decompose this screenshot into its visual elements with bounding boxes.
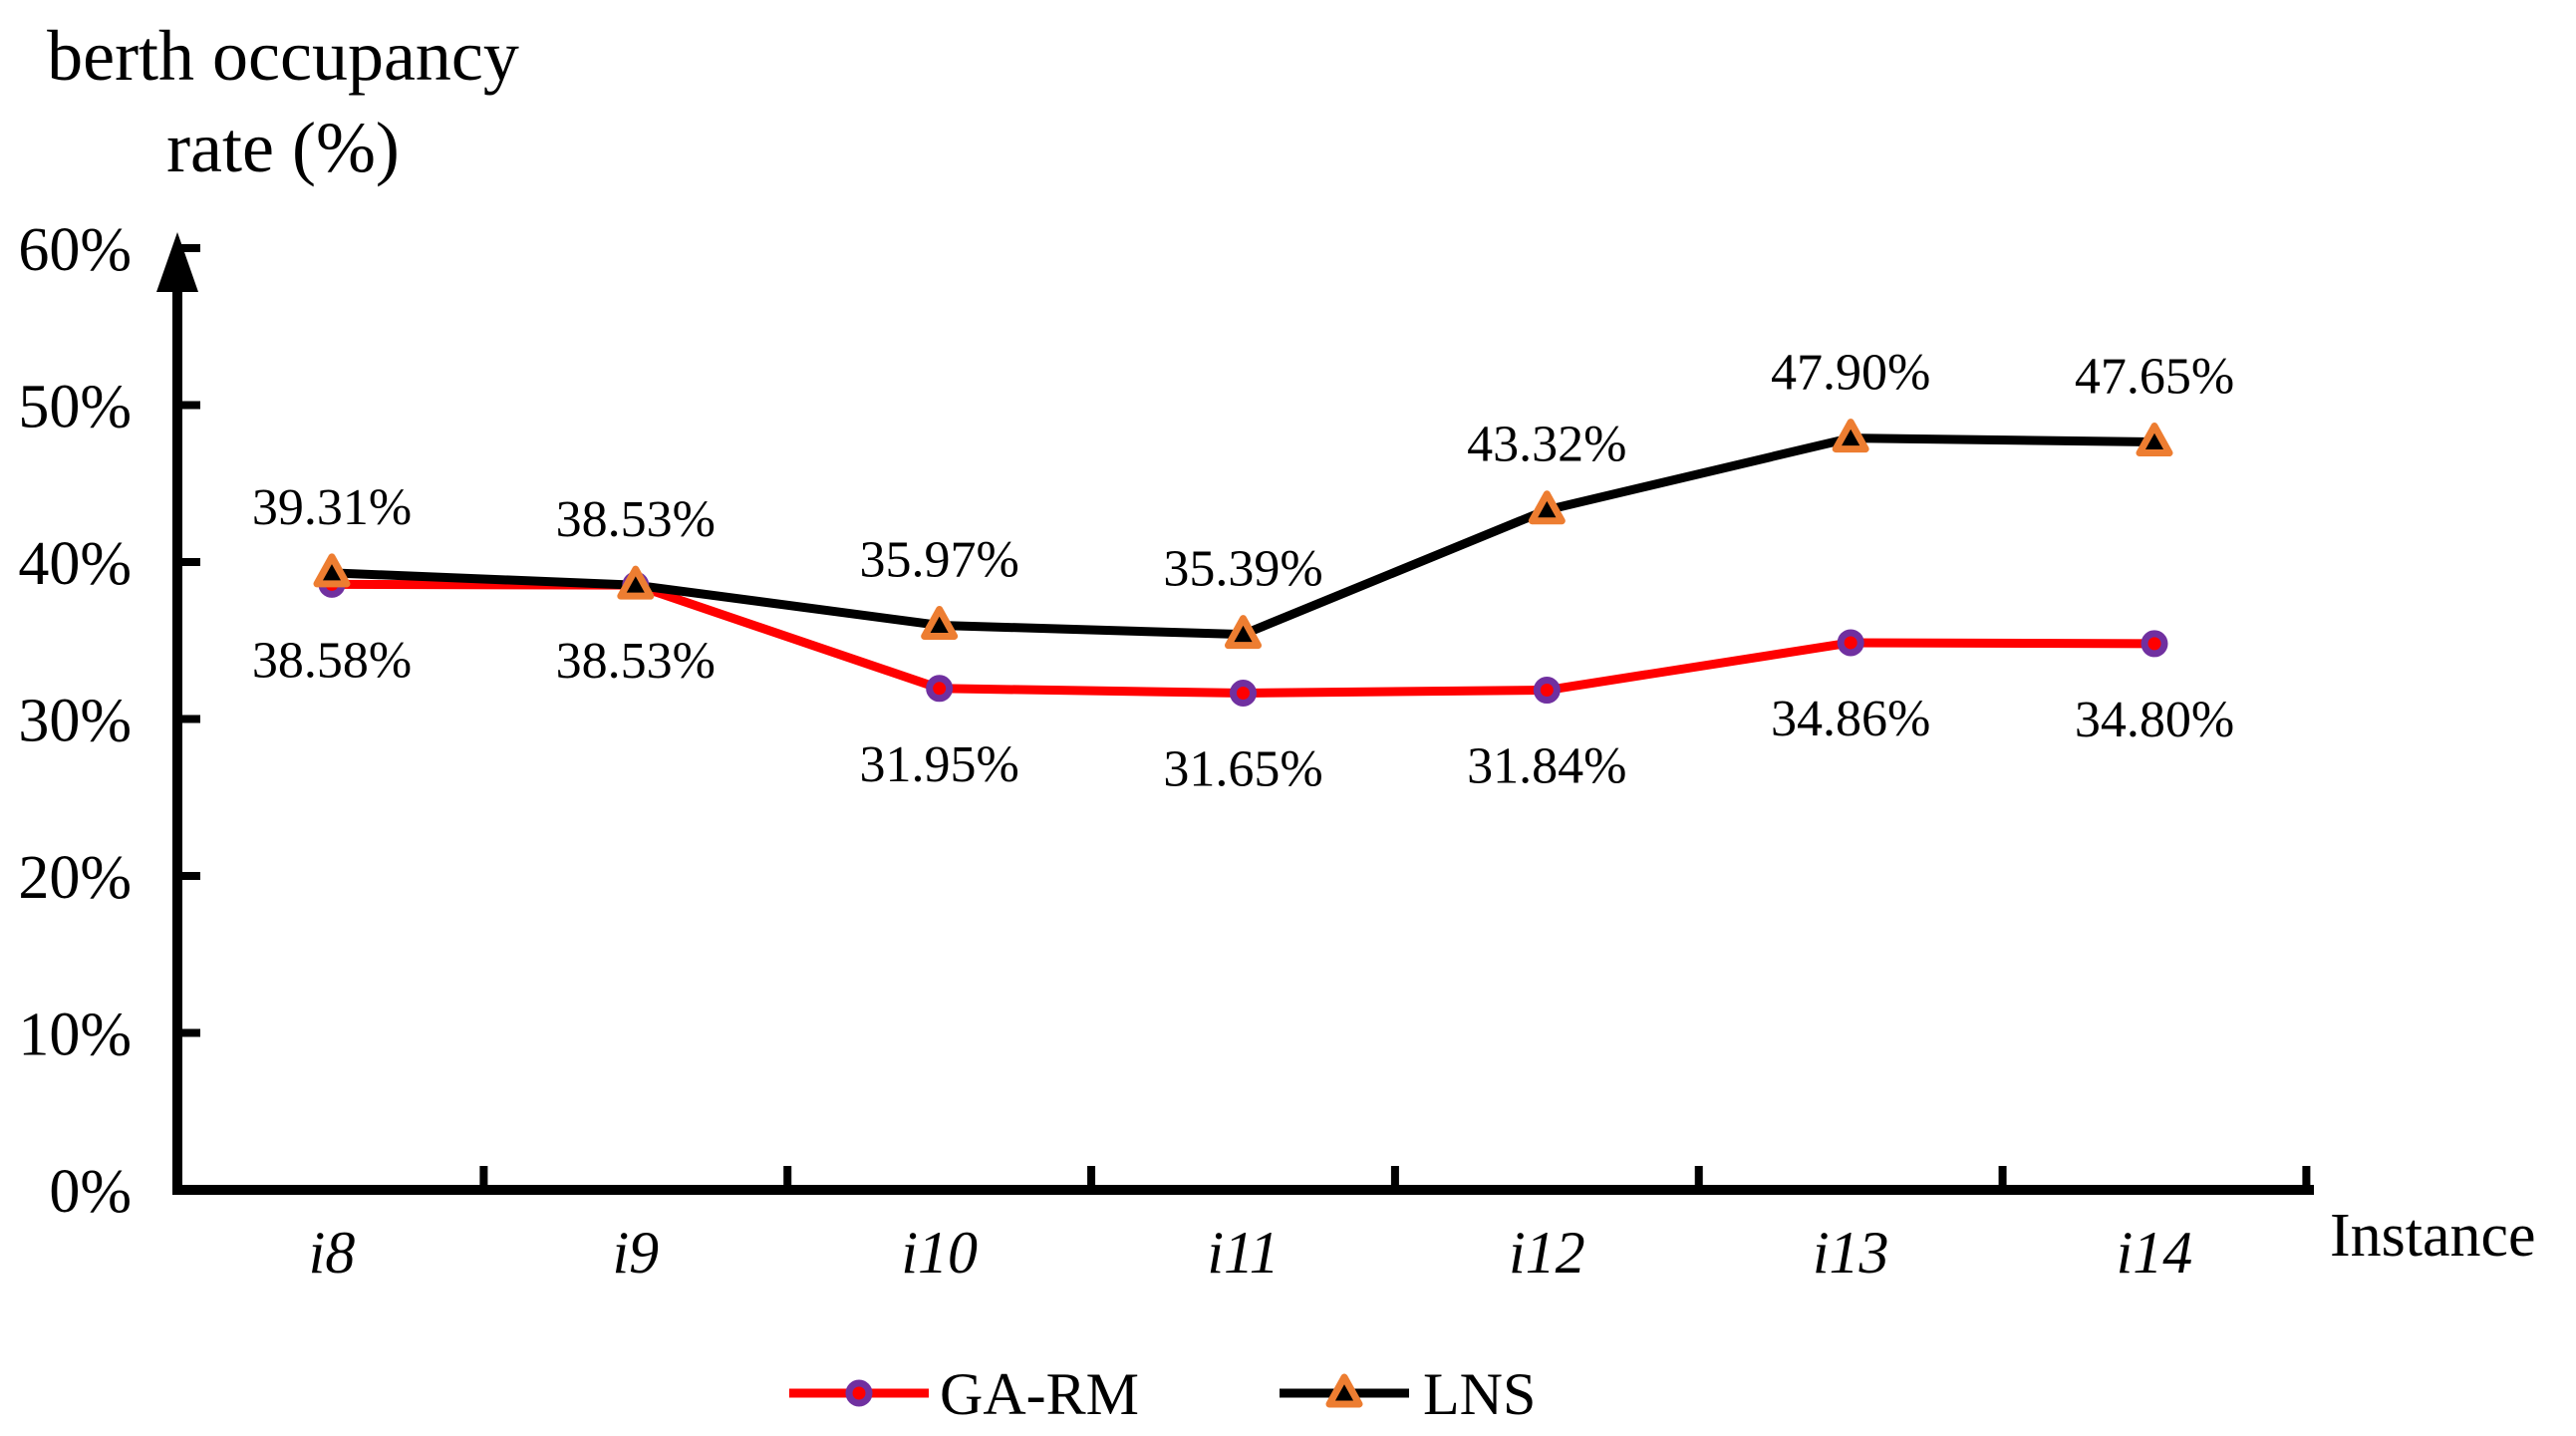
marker-circle-icon: [1229, 680, 1257, 708]
marker-triangle-icon: [617, 565, 655, 600]
marker-triangle-icon: [1832, 419, 1869, 453]
data-label-lns: 35.97%: [859, 531, 1018, 588]
y-tick-label: 50%: [18, 374, 132, 441]
marker-triangle-icon: [313, 553, 351, 588]
y-tick-label: 10%: [18, 1002, 132, 1069]
marker-circle-icon: [1837, 629, 1864, 657]
chart-title-line-2: rate (%): [166, 108, 400, 187]
marker-triangle-icon: [2136, 423, 2173, 457]
x-tick-label: i10: [901, 1220, 978, 1286]
data-label-lns: 39.31%: [252, 479, 412, 536]
data-label-ga-rm: 34.86%: [1771, 691, 1930, 747]
marker-triangle-icon: [1224, 615, 1262, 650]
data-label-lns: 38.53%: [556, 491, 716, 548]
y-tick-label: 40%: [18, 530, 132, 598]
data-label-lns: 47.65%: [2075, 349, 2234, 406]
y-tick-label: 30%: [18, 688, 132, 755]
x-tick-label: i14: [2117, 1220, 2193, 1286]
y-axis-arrow-icon: [156, 232, 198, 292]
y-tick-label: 0%: [49, 1158, 132, 1226]
data-label-ga-rm: 34.80%: [2075, 692, 2234, 748]
chart-title-line-1: berth occupancy: [47, 16, 519, 96]
data-label-lns: 35.39%: [1163, 541, 1322, 598]
marker-circle-icon: [1533, 677, 1561, 705]
data-label-ga-rm: 31.65%: [1163, 741, 1322, 798]
x-tick-label: i13: [1813, 1220, 1889, 1286]
y-tick-label: 60%: [18, 216, 132, 284]
marker-triangle-icon: [1528, 490, 1566, 525]
data-label-lns: 47.90%: [1771, 345, 1930, 402]
data-label-lns: 43.32%: [1467, 417, 1626, 473]
x-tick-label: i11: [1207, 1220, 1279, 1286]
marker-circle-icon: [2141, 630, 2168, 658]
data-label-ga-rm: 31.95%: [859, 736, 1018, 793]
x-axis-title: Instance: [2330, 1202, 2536, 1270]
data-label-ga-rm: 38.53%: [556, 633, 716, 690]
legend-marker-triangle-icon: [1325, 1373, 1363, 1408]
data-label-ga-rm: 38.58%: [252, 632, 412, 689]
legend-marker-circle-icon: [845, 1379, 873, 1407]
y-tick-label: 20%: [18, 844, 132, 912]
x-tick-label: i8: [309, 1220, 356, 1286]
data-label-ga-rm: 31.84%: [1467, 738, 1626, 795]
x-tick-label: i12: [1509, 1220, 1585, 1286]
marker-circle-icon: [926, 675, 954, 703]
legend-label-ga-rm: GA-RM: [940, 1361, 1139, 1427]
legend-label-lns: LNS: [1423, 1361, 1536, 1427]
x-tick-label: i9: [612, 1220, 659, 1286]
marker-triangle-icon: [921, 605, 959, 640]
